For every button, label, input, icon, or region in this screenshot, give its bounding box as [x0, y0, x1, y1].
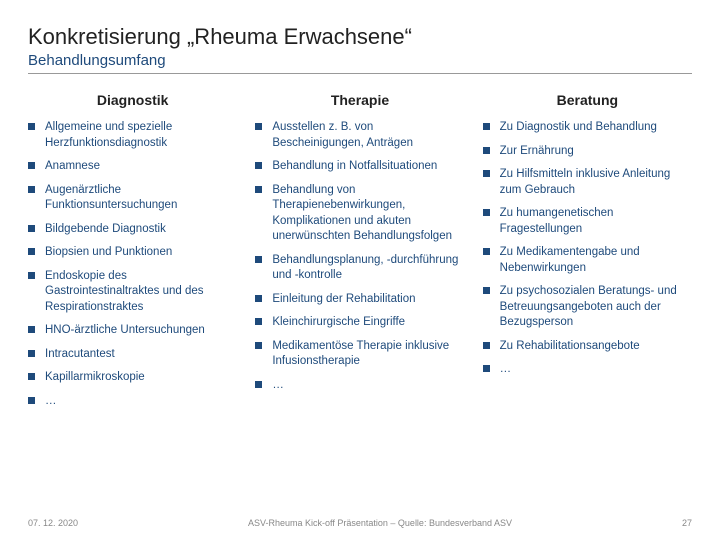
square-bullet-icon: [483, 170, 490, 177]
list-item: Zu humangenetischen Fragestellungen: [483, 206, 692, 237]
list-item-text: Kleinchirurgische Eingriffe: [272, 315, 464, 331]
list-item: Behandlungsplanung, -durchführung und -k…: [255, 253, 464, 284]
list-item: …: [483, 362, 692, 378]
list-item-text: Allgemeine und spezielle Herzfunktionsdi…: [45, 120, 237, 151]
list-item-text: Endoskopie des Gastrointestinaltraktes u…: [45, 269, 237, 316]
footer: 07. 12. 2020 ASV-Rheuma Kick-off Präsent…: [0, 518, 720, 528]
list-item: Intracutantest: [28, 347, 237, 363]
list-item-text: Zu humangenetischen Fragestellungen: [500, 206, 692, 237]
list-item: Medikamentöse Therapie inklusive Infusio…: [255, 339, 464, 370]
list-item-text: Zu Hilfsmitteln inklusive Anleitung zum …: [500, 167, 692, 198]
list-item-text: Einleitung der Rehabilitation: [272, 292, 464, 308]
square-bullet-icon: [483, 147, 490, 154]
list-item: Anamnese: [28, 159, 237, 175]
list-item: Einleitung der Rehabilitation: [255, 292, 464, 308]
list-item-text: Zu Rehabilitationsangebote: [500, 339, 692, 355]
list-item-text: Anamnese: [45, 159, 237, 175]
square-bullet-icon: [28, 225, 35, 232]
square-bullet-icon: [28, 350, 35, 357]
slide-subtitle: Behandlungsumfang: [28, 52, 692, 69]
list-item: …: [28, 394, 237, 410]
square-bullet-icon: [28, 248, 35, 255]
list-item: Biopsien und Punktionen: [28, 245, 237, 261]
list-item: Augenärztliche Funktionsuntersuchungen: [28, 183, 237, 214]
square-bullet-icon: [255, 381, 262, 388]
list-item-text: …: [500, 362, 692, 378]
list-item: Zur Ernährung: [483, 144, 692, 160]
list-item-text: Augenärztliche Funktionsuntersuchungen: [45, 183, 237, 214]
list-item: Allgemeine und spezielle Herzfunktionsdi…: [28, 120, 237, 151]
list-item-text: …: [45, 394, 237, 410]
col-heading: Beratung: [483, 92, 692, 108]
list-item-text: Zu Medikamentengabe und Nebenwirkungen: [500, 245, 692, 276]
footer-source: ASV-Rheuma Kick-off Präsentation – Quell…: [78, 518, 682, 528]
square-bullet-icon: [255, 295, 262, 302]
footer-date: 07. 12. 2020: [28, 518, 78, 528]
list-item-text: Zur Ernährung: [500, 144, 692, 160]
list-item-text: Medikamentöse Therapie inklusive Infusio…: [272, 339, 464, 370]
list-item-text: Ausstellen z. B. von Bescheinigungen, An…: [272, 120, 464, 151]
square-bullet-icon: [483, 248, 490, 255]
list-item: Zu Medikamentengabe und Nebenwirkungen: [483, 245, 692, 276]
list-item: Bildgebende Diagnostik: [28, 222, 237, 238]
col-list: Allgemeine und spezielle Herzfunktionsdi…: [28, 120, 237, 409]
square-bullet-icon: [28, 397, 35, 404]
col-heading: Therapie: [255, 92, 464, 108]
title-rule: [28, 73, 692, 74]
list-item-text: …: [272, 378, 464, 394]
square-bullet-icon: [28, 186, 35, 193]
list-item-text: Zu Diagnostik und Behandlung: [500, 120, 692, 136]
square-bullet-icon: [255, 123, 262, 130]
list-item-text: Behandlungsplanung, -durchführung und -k…: [272, 253, 464, 284]
list-item: Behandlung in Notfallsituationen: [255, 159, 464, 175]
col-heading: Diagnostik: [28, 92, 237, 108]
list-item: Zu Diagnostik und Behandlung: [483, 120, 692, 136]
square-bullet-icon: [255, 342, 262, 349]
square-bullet-icon: [255, 318, 262, 325]
slide-title: Konkretisierung „Rheuma Erwachsene“: [28, 24, 692, 50]
list-item: Zu Rehabilitationsangebote: [483, 339, 692, 355]
list-item-text: Biopsien und Punktionen: [45, 245, 237, 261]
list-item: Zu Hilfsmitteln inklusive Anleitung zum …: [483, 167, 692, 198]
slide: Konkretisierung „Rheuma Erwachsene“ Beha…: [0, 0, 720, 540]
footer-page: 27: [682, 518, 692, 528]
col-therapie: Therapie Ausstellen z. B. von Bescheinig…: [255, 92, 464, 417]
list-item: Ausstellen z. B. von Bescheinigungen, An…: [255, 120, 464, 151]
list-item: …: [255, 378, 464, 394]
list-item: Kleinchirurgische Eingriffe: [255, 315, 464, 331]
col-diagnostik: Diagnostik Allgemeine und spezielle Herz…: [28, 92, 237, 417]
square-bullet-icon: [483, 123, 490, 130]
col-beratung: Beratung Zu Diagnostik und Behandlung Zur…: [483, 92, 692, 417]
list-item-text: HNO-ärztliche Untersuchungen: [45, 323, 237, 339]
square-bullet-icon: [255, 186, 262, 193]
list-item: Kapillarmikroskopie: [28, 370, 237, 386]
columns: Diagnostik Allgemeine und spezielle Herz…: [28, 92, 692, 417]
list-item: Behandlung von Therapienebenwirkungen, K…: [255, 183, 464, 245]
list-item-text: Bildgebende Diagnostik: [45, 222, 237, 238]
col-list: Ausstellen z. B. von Bescheinigungen, An…: [255, 120, 464, 393]
list-item-text: Behandlung in Notfallsituationen: [272, 159, 464, 175]
list-item: HNO-ärztliche Untersuchungen: [28, 323, 237, 339]
list-item-text: Intracutantest: [45, 347, 237, 363]
list-item: Endoskopie des Gastrointestinaltraktes u…: [28, 269, 237, 316]
list-item-text: Zu psychosozialen Beratungs- und Betreuu…: [500, 284, 692, 331]
square-bullet-icon: [483, 342, 490, 349]
list-item-text: Kapillarmikroskopie: [45, 370, 237, 386]
list-item-text: Behandlung von Therapienebenwirkungen, K…: [272, 183, 464, 245]
col-list: Zu Diagnostik und Behandlung Zur Ernährun…: [483, 120, 692, 378]
square-bullet-icon: [28, 373, 35, 380]
square-bullet-icon: [483, 287, 490, 294]
square-bullet-icon: [28, 326, 35, 333]
square-bullet-icon: [255, 256, 262, 263]
square-bullet-icon: [28, 162, 35, 169]
square-bullet-icon: [255, 162, 262, 169]
square-bullet-icon: [483, 209, 490, 216]
list-item: Zu psychosozialen Beratungs- und Betreuu…: [483, 284, 692, 331]
square-bullet-icon: [28, 123, 35, 130]
square-bullet-icon: [28, 272, 35, 279]
square-bullet-icon: [483, 365, 490, 372]
